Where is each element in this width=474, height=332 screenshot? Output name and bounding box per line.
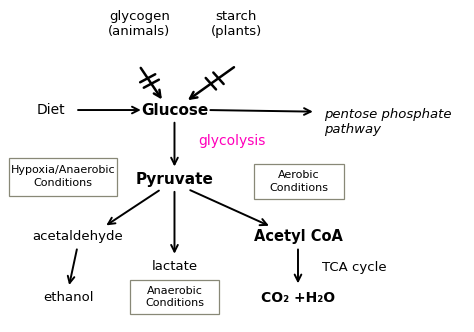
Text: Acetyl CoA: Acetyl CoA [254,229,342,244]
Text: Hypoxia/Anaerobic
Conditions: Hypoxia/Anaerobic Conditions [11,165,115,188]
Text: starch
(plants): starch (plants) [210,10,262,38]
Text: pentose phosphate
pathway: pentose phosphate pathway [325,108,452,135]
Text: lactate: lactate [151,260,198,273]
Text: ethanol: ethanol [43,291,94,304]
Text: glycolysis: glycolysis [199,134,266,148]
Text: Pyruvate: Pyruvate [136,172,213,187]
FancyBboxPatch shape [130,280,219,314]
FancyBboxPatch shape [254,164,344,199]
Text: Anaerobic
Conditions: Anaerobic Conditions [145,286,204,308]
Text: CO₂ +H₂O: CO₂ +H₂O [261,291,335,305]
Text: Diet: Diet [36,103,65,117]
Text: TCA cycle: TCA cycle [322,261,387,274]
FancyBboxPatch shape [9,158,117,196]
Text: Glucose: Glucose [141,103,208,118]
Text: acetaldehyde: acetaldehyde [32,230,123,243]
Text: Aerobic
Conditions: Aerobic Conditions [270,170,328,193]
Text: glycogen
(animals): glycogen (animals) [108,10,170,38]
